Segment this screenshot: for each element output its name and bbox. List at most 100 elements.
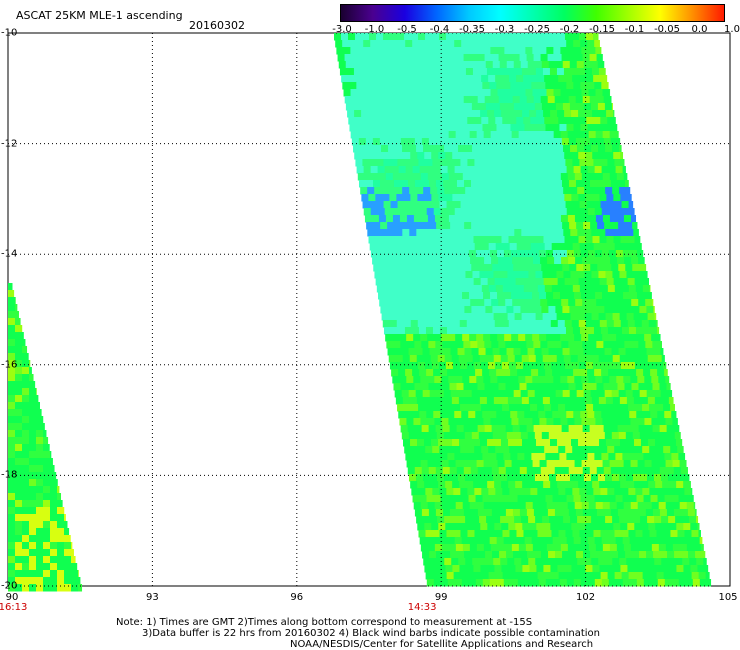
swath-cell <box>546 544 555 552</box>
swath-cell <box>583 348 592 356</box>
swath-cell <box>671 495 680 503</box>
swath-cell <box>574 376 582 384</box>
swath-cell <box>491 54 500 62</box>
swath-cell <box>57 542 65 550</box>
swath-cell <box>660 474 669 482</box>
swath-cell <box>557 194 565 202</box>
swath-cell <box>15 423 23 431</box>
swath-cell <box>437 516 445 524</box>
swath-cell <box>516 75 524 83</box>
swath-cell <box>445 320 454 328</box>
swath-cell <box>534 390 543 398</box>
swath-cell <box>580 82 588 90</box>
swath-cell <box>561 509 570 517</box>
swath-cell <box>632 474 641 482</box>
swath-cell <box>383 285 392 293</box>
swath-cell <box>482 166 491 174</box>
swath-cell <box>596 54 603 62</box>
swath-cell <box>652 383 660 391</box>
swath-cell <box>616 173 625 181</box>
swath-cell <box>638 383 646 391</box>
swath-cell <box>462 544 471 552</box>
swath-cell <box>583 474 592 482</box>
swath-cell <box>421 467 430 475</box>
swath-cell <box>574 460 583 468</box>
swath-cell <box>50 500 58 508</box>
swath-cell <box>490 89 499 97</box>
swath-cell <box>497 460 506 468</box>
swath-cell <box>594 411 602 419</box>
swath-cell <box>522 481 530 489</box>
swath-cell <box>679 544 688 552</box>
swath-cell <box>514 558 522 566</box>
swath-cell <box>542 271 550 279</box>
swath-cell <box>402 145 410 153</box>
swath-cell <box>548 103 557 111</box>
swath-cell <box>528 187 536 195</box>
swath-cell <box>586 75 594 83</box>
swath-cell <box>413 418 421 426</box>
swath-cell <box>648 481 656 489</box>
swath-cell <box>423 558 431 566</box>
swath-cell <box>471 222 479 230</box>
swath-cell <box>50 549 58 557</box>
swath-cell <box>362 33 370 41</box>
swath-cell <box>436 264 444 272</box>
swath-cell <box>414 96 423 104</box>
swath-cell <box>369 75 377 83</box>
swath-cell <box>29 360 31 368</box>
swath-cell <box>426 495 435 503</box>
swath-cell <box>465 558 473 566</box>
swath-cell <box>540 509 549 517</box>
swath-cell <box>529 523 537 531</box>
swath-cell <box>446 530 454 538</box>
swath-cell <box>64 514 66 522</box>
swath-cell <box>486 516 494 524</box>
swath-cell <box>432 201 441 209</box>
swath-cell <box>423 397 432 405</box>
swath-cell <box>406 89 415 97</box>
swath-cell <box>620 236 629 244</box>
swath-cell <box>402 68 411 76</box>
swath-cell <box>536 278 545 286</box>
swath-cell <box>449 509 458 517</box>
swath-cell <box>422 348 431 356</box>
swath-cell <box>605 355 614 363</box>
swath-cell <box>477 425 486 433</box>
swath-cell <box>559 369 567 377</box>
swath-cell <box>471 390 480 398</box>
swath-cell <box>619 397 628 405</box>
swath-cell <box>461 411 469 419</box>
swath-cell <box>438 236 447 244</box>
swath-cell <box>430 271 438 279</box>
swath-cell <box>493 229 501 237</box>
swath-cell <box>552 40 560 48</box>
swath-cell <box>377 208 386 216</box>
swath-cell <box>427 502 436 510</box>
swath-cell <box>629 411 637 419</box>
swath-cell <box>648 362 657 370</box>
swath-cell <box>540 138 549 146</box>
swath-cell <box>468 579 477 587</box>
swath-cell <box>50 528 58 536</box>
swath-cell <box>437 187 445 195</box>
swath-cell <box>430 397 439 405</box>
swath-cell <box>43 423 45 431</box>
swath-cell <box>480 152 488 160</box>
swath-cell <box>501 236 510 244</box>
swath-cell <box>445 236 454 244</box>
swath-cell <box>475 579 484 587</box>
swath-cell <box>409 355 418 363</box>
swath-cell <box>559 250 568 258</box>
swath-cell <box>554 257 562 265</box>
swath-cell <box>15 311 19 319</box>
swath-cell <box>578 362 587 370</box>
swath-cell <box>443 306 451 314</box>
swath-cell <box>628 446 636 454</box>
swath-cell <box>15 514 23 522</box>
swath-cell <box>621 404 629 412</box>
swath-cell <box>588 460 597 468</box>
swath-cell <box>581 89 590 97</box>
swath-cell <box>654 558 662 566</box>
swath-cell <box>22 486 30 494</box>
